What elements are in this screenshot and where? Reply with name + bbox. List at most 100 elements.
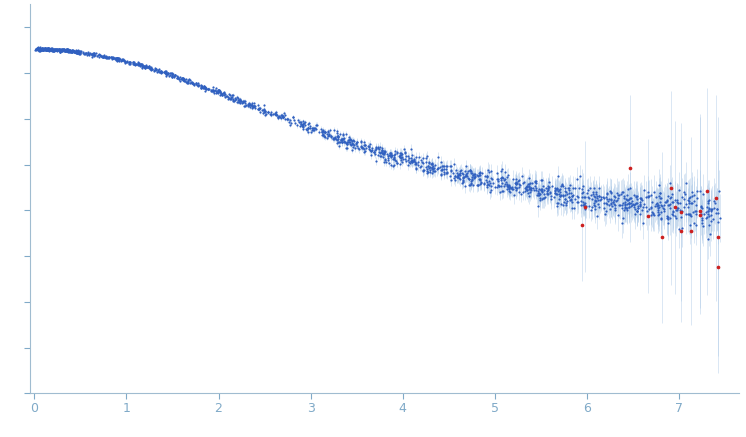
Point (482, 166, 494, 173)
Point (382, 156, 394, 163)
Point (200, 85, 212, 92)
Point (260, 108, 272, 115)
Point (218, 90, 230, 97)
Point (62, 47, 74, 54)
Point (305, 128, 317, 135)
Point (192, 83, 204, 90)
Point (661, 196, 673, 203)
Point (495, 174, 507, 181)
Point (60, 48, 72, 55)
Point (31, 45, 43, 52)
Point (491, 184, 503, 191)
Point (567, 192, 579, 199)
Point (432, 165, 444, 172)
Point (491, 169, 503, 176)
Point (43, 45, 55, 52)
Point (34, 44, 46, 51)
Point (400, 153, 412, 160)
Point (297, 120, 309, 127)
Point (275, 112, 286, 119)
Point (636, 194, 648, 201)
Point (54, 46, 66, 53)
Point (646, 198, 658, 205)
Point (46, 45, 58, 52)
Point (349, 145, 361, 152)
Point (566, 192, 578, 199)
Point (123, 59, 135, 66)
Point (56, 46, 68, 53)
Point (63, 47, 75, 54)
Point (63, 49, 75, 55)
Point (276, 112, 288, 119)
Point (401, 153, 413, 160)
Point (680, 180, 692, 187)
Point (372, 144, 383, 151)
Point (669, 204, 681, 211)
Point (52, 47, 64, 54)
Point (579, 203, 591, 210)
Point (435, 170, 447, 177)
Point (463, 181, 475, 188)
Point (545, 192, 557, 199)
Point (612, 191, 624, 198)
Point (53, 46, 65, 53)
Point (554, 190, 565, 197)
Point (112, 55, 124, 62)
Point (50, 46, 62, 53)
Point (160, 68, 172, 75)
Point (552, 199, 564, 206)
Point (142, 64, 154, 71)
Point (55, 46, 67, 53)
Point (380, 159, 392, 166)
Point (163, 72, 175, 79)
Point (35, 46, 47, 53)
Point (50, 46, 62, 53)
Point (100, 54, 112, 61)
Point (539, 194, 551, 201)
Point (370, 144, 382, 151)
Point (499, 168, 511, 175)
Point (598, 199, 609, 206)
Point (363, 145, 374, 152)
Point (392, 149, 404, 156)
Point (154, 68, 166, 75)
Point (69, 49, 81, 56)
Point (154, 69, 166, 76)
Point (128, 60, 140, 67)
Point (640, 193, 652, 200)
Point (464, 182, 476, 189)
Point (619, 205, 631, 212)
Point (595, 196, 606, 203)
Point (485, 167, 497, 174)
Point (659, 199, 671, 206)
Point (691, 187, 703, 194)
Point (654, 194, 666, 201)
Point (394, 154, 406, 161)
Point (710, 194, 722, 201)
Point (50, 46, 62, 53)
Point (439, 169, 451, 176)
Point (619, 201, 631, 208)
Point (53, 46, 65, 53)
Point (530, 180, 542, 187)
Point (325, 134, 336, 141)
Point (682, 203, 694, 210)
Point (327, 134, 339, 141)
Point (192, 81, 204, 88)
Point (343, 136, 355, 143)
Point (128, 60, 140, 67)
Point (69, 47, 81, 54)
Point (145, 64, 157, 71)
Point (604, 188, 616, 195)
Point (683, 210, 695, 217)
Point (516, 180, 528, 187)
Point (538, 187, 550, 194)
Point (307, 125, 319, 132)
Point (577, 182, 589, 189)
Point (466, 169, 478, 176)
Point (359, 148, 371, 155)
Point (63, 45, 75, 52)
Point (322, 133, 334, 140)
Point (504, 184, 516, 191)
Point (492, 176, 504, 183)
